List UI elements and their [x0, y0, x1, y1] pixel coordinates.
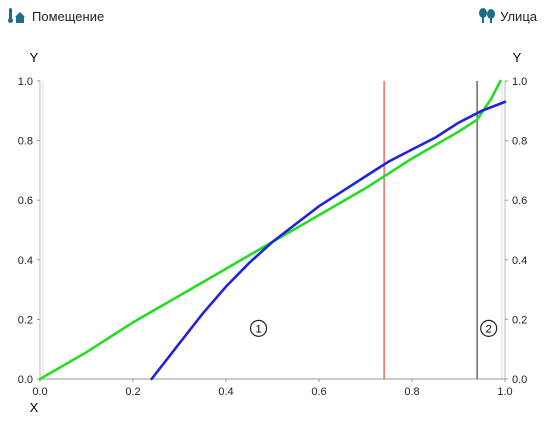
- x-tick-label: 1.0: [497, 386, 512, 398]
- x-tick-label: 0.2: [125, 386, 140, 398]
- y-tick-label-left: 0.0: [18, 374, 33, 386]
- y-tick-label-left: 0.4: [18, 255, 33, 267]
- y-axis-label-left: Y: [30, 50, 39, 65]
- header-indoor: Помещение: [8, 8, 104, 24]
- y-tick-label-left: 0.8: [18, 136, 33, 148]
- x-tick-label: 0.0: [32, 386, 47, 398]
- indoor-thermometer-icon: [8, 8, 28, 24]
- y-tick-label-right: 0.2: [512, 314, 527, 326]
- y-axis-label-right: Y: [513, 50, 522, 65]
- y-tick-label-right: 0.8: [512, 136, 527, 148]
- y-tick-label-left: 1.0: [18, 76, 33, 88]
- y-tick-label-right: 1.0: [512, 76, 527, 88]
- header-indoor-label: Помещение: [32, 8, 105, 24]
- series-line-2: [150, 100, 507, 381]
- region-marker-1: [249, 319, 268, 337]
- y-tick-label-left: 0.6: [18, 195, 33, 207]
- header-outdoor: Улица: [478, 8, 537, 24]
- region-marker-label-1: 1: [255, 323, 261, 335]
- trees-icon: [478, 8, 496, 24]
- x-axis-label: X: [30, 400, 39, 415]
- y-tick-label-right: 0.0: [512, 374, 527, 386]
- series-line-1: [38, 79, 502, 381]
- y-tick-label-right: 0.6: [512, 195, 527, 207]
- region-marker-label-2: 2: [486, 323, 492, 335]
- header-outdoor-label: Улица: [500, 8, 537, 24]
- y-tick-label-right: 0.4: [512, 255, 527, 267]
- y-tick-label-left: 0.2: [18, 314, 33, 326]
- region-marker-2: [480, 319, 498, 337]
- x-tick-label: 0.4: [218, 386, 233, 398]
- x-tick-label: 0.6: [311, 386, 326, 398]
- x-tick-label: 0.8: [404, 386, 419, 398]
